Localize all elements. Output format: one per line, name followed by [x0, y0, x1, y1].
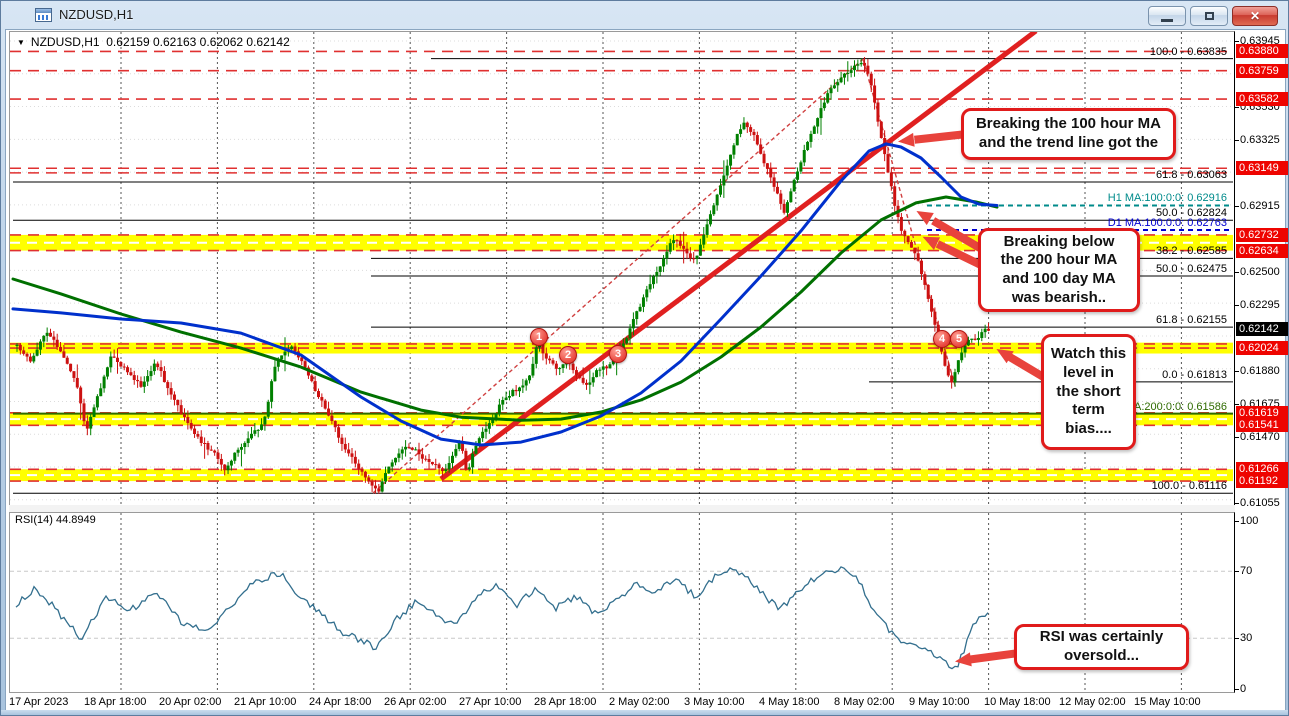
time-axis-label: 2 May 02:00	[609, 696, 670, 708]
fib-level-label: 61.8 - 0.63063	[1156, 168, 1227, 181]
price-axis-tickmark	[1235, 403, 1239, 405]
restore-button[interactable]	[1190, 6, 1228, 26]
price-alert-badge[interactable]: 0.63149	[1236, 161, 1288, 176]
quote-bar[interactable]: ▼ NZDUSD,H1 0.62159 0.62163 0.62062 0.621…	[17, 35, 290, 49]
price-axis-tickmark	[1235, 436, 1239, 438]
numbered-marker-3[interactable]: 3	[609, 345, 627, 363]
time-axis-label: 3 May 10:00	[684, 696, 745, 708]
fib-level-label: 0.0 - 0.61813	[1162, 368, 1227, 381]
time-axis-label: 12 May 02:00	[1059, 696, 1126, 708]
price-alert-badge[interactable]: 0.62732	[1236, 227, 1288, 242]
rsi-axis-tick: 30	[1240, 632, 1253, 645]
chart-icon	[35, 8, 52, 22]
fib-level-label: 50.0 - 0.62475	[1156, 262, 1227, 275]
fib-level-label: 61.8 - 0.62155	[1156, 314, 1227, 327]
numbered-marker-2[interactable]: 2	[559, 346, 577, 364]
ma-level-label: D1 MA:100:0:0: 0.62763	[1107, 216, 1227, 229]
price-axis-tick: 0.62295	[1240, 298, 1280, 311]
minimize-icon	[1161, 18, 1173, 22]
time-axis-label: 26 Apr 02:00	[384, 696, 447, 708]
time-axis-label: 8 May 02:00	[834, 696, 895, 708]
price-axis-tickmark	[1235, 304, 1239, 306]
rsi-indicator-pane[interactable]	[9, 512, 1235, 693]
minimize-button[interactable]	[1148, 6, 1186, 26]
rsi-axis-tick: 100	[1240, 515, 1259, 527]
rsi-axis-tick: 70	[1240, 565, 1253, 578]
time-axis-label: 28 Apr 18:00	[534, 696, 597, 708]
price-alert-badge[interactable]: 0.63759	[1236, 63, 1288, 78]
fib-level-label: 100.0 - 0.63835	[1149, 45, 1227, 58]
price-axis-tickmark	[1235, 205, 1239, 207]
price-axis-tickmark	[1235, 371, 1239, 373]
price-alert-badge[interactable]: 0.62634	[1236, 243, 1288, 258]
annotation-breaking-100hour-ma[interactable]: Breaking the 100 hour MA and the trend l…	[961, 108, 1176, 160]
price-axis-tickmark	[1235, 502, 1239, 504]
price-axis-tick: 0.62500	[1240, 265, 1280, 278]
numbered-marker-5[interactable]: 5	[950, 330, 968, 348]
time-axis-label: 15 May 10:00	[1134, 696, 1201, 708]
price-axis-tick: 0.63325	[1240, 134, 1280, 147]
price-axis-tickmark	[1235, 107, 1239, 109]
rsi-axis-tickmark	[1235, 638, 1239, 640]
price-alert-badge[interactable]: 0.63582	[1236, 92, 1288, 107]
fib-level-label: 100.0 - 0.61116	[1151, 480, 1227, 493]
price-alert-badge[interactable]: 0.61266	[1236, 462, 1288, 477]
price-axis-tickmark	[1235, 140, 1239, 142]
time-axis-label: 4 May 18:00	[759, 696, 820, 708]
time-axis-label: 24 Apr 18:00	[309, 696, 372, 708]
price-alert-badge[interactable]: 0.62024	[1236, 341, 1288, 356]
price-axis-tick: 0.61470	[1240, 430, 1280, 443]
fib-level-label: 38.2 - 0.62585	[1156, 245, 1227, 258]
annotation-watch-level[interactable]: Watch this level in the short term bias.…	[1041, 334, 1136, 450]
restore-icon	[1204, 12, 1214, 20]
time-axis-label: 18 Apr 18:00	[84, 696, 147, 708]
pane-divider[interactable]	[9, 505, 1235, 512]
time-axis-label: 21 Apr 10:00	[234, 696, 297, 708]
price-axis-tick: 0.63945	[1240, 35, 1280, 47]
ohlc-readout: NZDUSD,H1 0.62159 0.62163 0.62062 0.6214…	[30, 35, 290, 49]
chevron-down-icon[interactable]: ▼	[17, 38, 25, 47]
price-axis-tick: 0.62915	[1240, 199, 1280, 212]
time-axis-label: 17 Apr 2023	[9, 696, 69, 708]
window-controls: ✕	[1148, 6, 1278, 26]
rsi-axis-tick: 0	[1240, 682, 1247, 695]
window-title: NZDUSD,H1	[59, 7, 134, 22]
price-axis-tickmark	[1235, 271, 1239, 273]
price-axis-tick: 0.61055	[1240, 496, 1280, 509]
price-alert-badge[interactable]: 0.63880	[1236, 44, 1288, 59]
window-bottom-frame	[1, 710, 1288, 715]
rsi-axis-tickmark	[1235, 521, 1239, 522]
rsi-axis-tickmark	[1235, 571, 1239, 573]
time-axis-label: 27 Apr 10:00	[459, 696, 522, 708]
annotation-rsi-oversold[interactable]: RSI was certainly oversold...	[1014, 624, 1189, 670]
numbered-marker-4[interactable]: 4	[933, 330, 951, 348]
title-bar[interactable]: NZDUSD,H1 ✕	[1, 1, 1288, 29]
price-alert-badge[interactable]: 0.61619	[1236, 405, 1288, 420]
ma-level-label: H1 MA:100:0:0: 0.62916	[1107, 192, 1227, 205]
numbered-marker-1[interactable]: 1	[530, 328, 548, 346]
price-alert-badge[interactable]: 0.61541	[1236, 418, 1288, 433]
ma-level-label: H1 MA:200:0:0: 0.61586	[1107, 400, 1227, 413]
fib-level-label: 50.0 - 0.62824	[1156, 207, 1227, 220]
time-axis-label: 9 May 10:00	[909, 696, 970, 708]
annotation-breaking-200hour-ma[interactable]: Breaking below the 200 hour MA and 100 d…	[978, 228, 1140, 312]
price-axis-tickmark	[1235, 41, 1239, 42]
rsi-indicator-label: RSI(14) 44.8949	[15, 514, 96, 526]
price-alert-badge[interactable]: 0.61192	[1236, 474, 1288, 489]
rsi-axis-tickmark	[1235, 688, 1239, 690]
close-button[interactable]: ✕	[1232, 6, 1278, 26]
current-price-badge[interactable]: 0.62142	[1236, 322, 1288, 337]
price-axis-tick: 0.61880	[1240, 365, 1280, 378]
time-axis-label: 20 Apr 02:00	[159, 696, 222, 708]
time-axis-label: 10 May 18:00	[984, 696, 1051, 708]
